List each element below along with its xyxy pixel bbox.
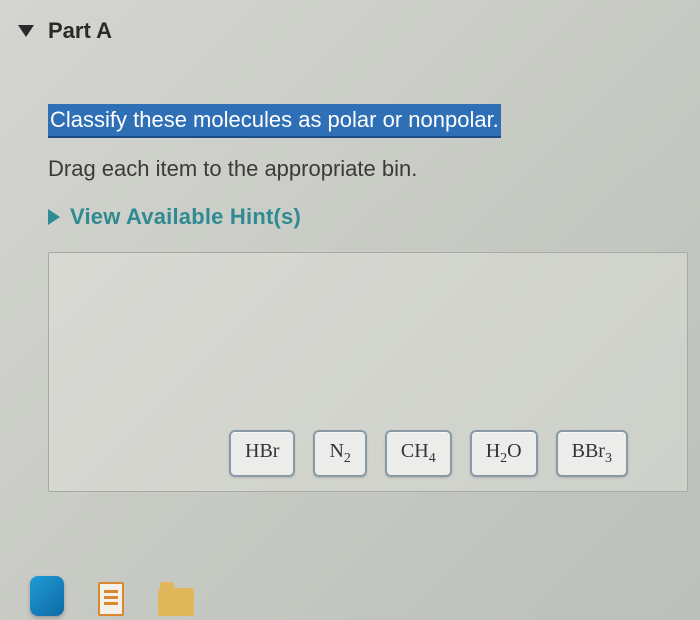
molecule-formula: BBr xyxy=(572,440,605,462)
chevron-down-icon xyxy=(18,25,34,37)
taskbar xyxy=(0,560,700,620)
molecule-tail: O xyxy=(507,440,521,462)
molecule-chip[interactable]: H2O xyxy=(470,430,538,477)
part-header[interactable]: Part A xyxy=(0,0,700,44)
molecule-formula: HBr xyxy=(245,440,279,462)
molecule-sub: 3 xyxy=(605,451,612,466)
molecule-formula: CH xyxy=(401,440,429,462)
molecule-chip[interactable]: CH4 xyxy=(385,430,452,477)
molecule-formula: N xyxy=(329,440,343,462)
molecule-sub: 4 xyxy=(429,451,436,466)
molecule-sub: 2 xyxy=(344,451,351,466)
molecule-formula: H xyxy=(486,440,500,462)
question-content: Classify these molecules as polar or non… xyxy=(0,44,700,230)
part-title: Part A xyxy=(48,18,112,44)
hints-label: View Available Hint(s) xyxy=(70,204,301,230)
molecule-chip[interactable]: N2 xyxy=(313,430,366,477)
molecule-chip[interactable]: BBr3 xyxy=(556,430,628,477)
drag-workspace[interactable]: HBr N2 CH4 H2O BBr3 xyxy=(48,252,688,492)
drag-instructions: Drag each item to the appropriate bin. xyxy=(48,156,700,182)
file-explorer-icon[interactable] xyxy=(158,588,194,616)
edge-browser-icon[interactable] xyxy=(30,576,64,616)
notes-app-icon[interactable] xyxy=(98,582,124,616)
question-prompt: Classify these molecules as polar or non… xyxy=(48,104,501,138)
chevron-right-icon xyxy=(48,209,60,225)
molecule-chip[interactable]: HBr xyxy=(229,430,295,477)
view-hints-button[interactable]: View Available Hint(s) xyxy=(48,204,301,230)
molecule-chip-row: HBr N2 CH4 H2O BBr3 xyxy=(229,430,628,477)
